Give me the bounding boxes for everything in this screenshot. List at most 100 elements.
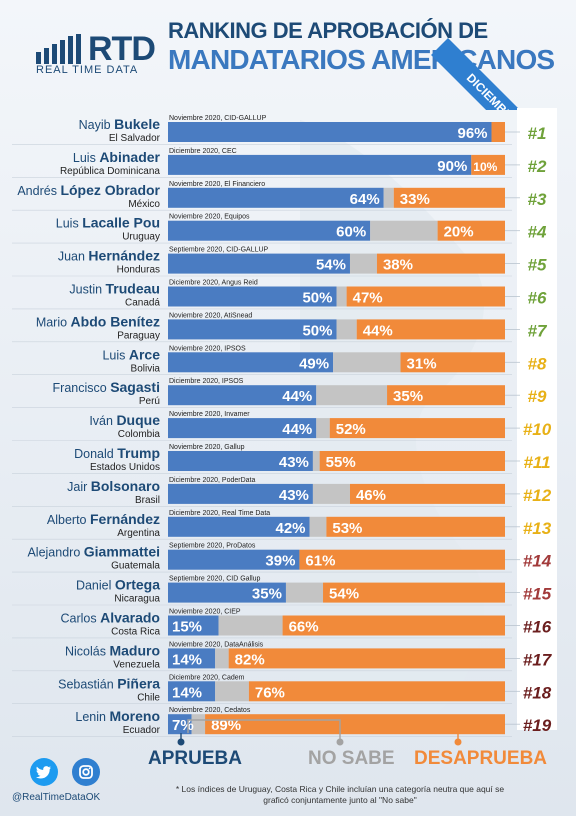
country-name: Colombia [118,429,161,440]
bar-aprueba [168,220,371,241]
rank-number: #9 [528,387,547,406]
bar-aprueba [168,122,492,142]
rank-number: #18 [523,683,552,702]
label-desaprueba: 82% [235,651,265,668]
label-aprueba: 50% [302,290,332,307]
label-desaprueba: 38% [383,257,413,274]
label-desaprueba: 52% [336,421,366,438]
country-name: Bolivia [131,363,161,374]
poll-source: Diciembre 2020, IPSOS [169,378,244,385]
country-name: Honduras [117,265,160,276]
leader-name: Lenin Moreno [75,708,160,724]
bar-aprueba [168,681,216,702]
bar-no-sabe [316,385,388,406]
bar-desaprueba [349,483,505,504]
twitter-bird-icon [36,766,51,779]
rank-number: #13 [523,519,552,538]
social-handle[interactable]: @RealTimeDataOK [12,792,101,803]
bar-desaprueba [282,615,505,636]
footnote: * Los índices de Uruguay, Costa Rica y C… [175,784,505,805]
bar-no-sabe [349,253,377,274]
bar-aprueba [168,451,313,471]
label-aprueba: 90% [437,158,467,175]
poll-source: Diciembre 2020, Angus Reid [169,280,258,287]
label-aprueba: 43% [279,454,309,471]
twitter-icon[interactable] [30,758,58,786]
leader-name: Nicolás Maduro [65,642,160,658]
bar-no-sabe [370,220,438,241]
logo-subtitle: REAL TIME DATA [36,64,139,76]
country-name: Guatemala [111,561,160,572]
bar-no-sabe [383,187,394,208]
leader-name: Luis Lacalle Pou [56,215,160,231]
poll-source: Diciembre 2020, CEC [169,148,237,155]
rank-number: #1 [528,124,547,143]
label-aprueba: 42% [276,520,306,537]
label-desaprueba: 89% [211,717,241,734]
poll-source: Noviembre 2020, Gallup [169,444,245,451]
bar-desaprueba [319,451,505,471]
poll-source: Noviembre 2020, CIEP [169,609,241,616]
bar-no-sabe [309,516,327,537]
rank-number: #17 [523,650,553,669]
bar-aprueba [168,385,317,406]
poll-source: Diciembre 2020, PoderData [169,477,255,484]
leader-name: Carlos Alvarado [60,610,160,626]
bar-no-sabe [215,648,229,669]
rank-number: #6 [528,289,547,308]
country-name: Perú [139,396,160,407]
poll-source: Septiembre 2020, CID-GALLUP [169,247,269,254]
rank-number: #16 [523,618,552,637]
bar-desaprueba [329,418,505,439]
instagram-icon[interactable] [72,758,100,786]
poll-source: Noviembre 2020, El Financiero [169,181,265,188]
label-aprueba: 54% [316,257,346,274]
country-name: Ecuador [123,725,161,736]
country-name: Venezuela [113,659,160,670]
bar-no-sabe [312,483,350,504]
label-aprueba: 50% [302,322,332,339]
label-aprueba: 14% [172,651,202,668]
leader-name: Sebastián Piñera [58,675,160,691]
rank-number: #7 [528,321,548,340]
bar-aprueba [168,483,313,504]
leader-name: Francisco Sagasti [53,379,160,395]
label-aprueba: 15% [172,619,202,636]
label-aprueba: 14% [172,684,202,701]
label-desaprueba: 20% [444,224,474,241]
leader-name: Alberto Fernández [47,511,160,527]
poll-source: Noviembre 2020, DataAnálisis [169,641,264,648]
leader-name: Iván Duque [89,412,160,428]
bar-desaprueba [326,516,505,537]
rtd-logo: RTD REAL TIME DATA [36,30,156,80]
bar-desaprueba [387,385,505,406]
bar-aprueba [168,154,472,175]
legend-dot-no-sabe [336,738,344,746]
poll-source: Noviembre 2020, Equipos [169,214,250,221]
label-desaprueba: 54% [329,586,359,603]
label-aprueba: 49% [299,355,329,372]
bar-no-sabe [333,352,401,373]
bar-no-sabe [215,681,249,702]
poll-source: Diciembre 2020, Cadem [169,674,245,681]
leader-name: Daniel Ortega [76,577,160,593]
bar-aprueba [168,582,286,603]
rank-number: #15 [523,585,552,604]
bar-desaprueba [491,122,505,142]
label-desaprueba: 33% [400,191,430,208]
country-name: Brasil [135,495,160,506]
label-aprueba: 44% [282,388,312,405]
rank-number: #10 [523,420,552,439]
country-name: El Salvador [109,133,161,144]
country-name: Chile [137,692,160,703]
bar-desaprueba [346,286,505,307]
bar-aprueba [168,319,337,340]
country-name: Canadá [125,298,160,309]
label-desaprueba: 44% [363,322,393,339]
bar-desaprueba [248,681,505,702]
leader-name: Nayib Bukele [79,116,161,132]
label-aprueba: 96% [457,125,487,142]
label-aprueba: 44% [282,421,312,438]
label-aprueba: 39% [265,553,295,570]
label-aprueba: 60% [336,224,366,241]
